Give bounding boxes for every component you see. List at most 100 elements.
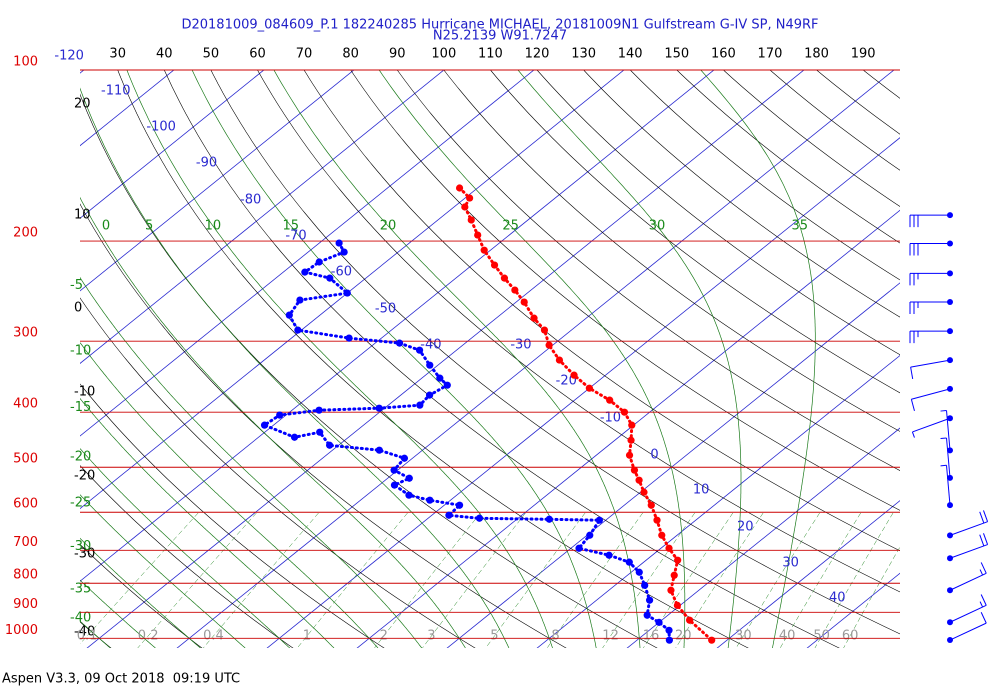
profile-point <box>301 268 309 276</box>
barb-feather <box>979 511 985 524</box>
y-tick-label: 200 <box>13 226 38 241</box>
moist-adiabat-label: 0 <box>102 219 110 234</box>
mixing-ratio-label: 16 <box>643 629 660 644</box>
y-tick-label: 800 <box>13 568 38 583</box>
y-tick-label: 1000 <box>5 623 38 638</box>
dry-adiabat <box>536 70 900 356</box>
mixing-ratio-label: 12 <box>602 629 619 644</box>
chart-subtitle: N25.2139 W91.7247 <box>433 29 567 44</box>
dry-adiabat-label: -10 <box>74 385 95 400</box>
profile-point <box>375 404 383 412</box>
barb-station <box>947 532 953 539</box>
profile-point <box>294 326 302 334</box>
isotherm <box>80 70 85 74</box>
isotherm-label: -70 <box>285 229 306 244</box>
mixing-ratio-line <box>137 512 257 648</box>
mixing-ratio-line <box>374 512 481 648</box>
profile-point <box>665 626 673 634</box>
profile-point <box>606 396 614 404</box>
barb-feather <box>940 410 947 412</box>
isotherm <box>446 282 900 648</box>
moist-adiabat <box>80 620 111 648</box>
profile-point <box>467 216 475 224</box>
mixing-ratio-label: 0.2 <box>138 629 159 644</box>
moist-adiabat <box>80 537 201 648</box>
isotherm-label: 10 <box>693 483 710 498</box>
moist-adiabat-label: 5 <box>145 219 153 234</box>
barb-station <box>947 270 953 277</box>
profile-point <box>315 258 323 266</box>
y-tick-label: 500 <box>13 452 38 467</box>
dry-adiabat-label: 50 <box>203 47 220 62</box>
profile-point <box>530 314 538 322</box>
isotherm-label: -110 <box>101 84 131 99</box>
barb-staff <box>946 437 951 478</box>
profile-point <box>290 433 299 441</box>
barb-staff <box>949 622 987 641</box>
mixing-ratio-label: 8 <box>551 629 559 644</box>
profile-line <box>261 241 671 642</box>
barb-station <box>947 587 953 594</box>
profile-point <box>425 391 434 399</box>
barb-feather <box>980 562 987 574</box>
isotherm <box>356 209 900 648</box>
wind-barb <box>940 464 953 509</box>
dry-adiabat-label: 10 <box>74 208 91 223</box>
profile-point <box>625 558 633 566</box>
barb-staff <box>949 572 987 591</box>
mixing-ratio-line <box>202 512 319 648</box>
mixing-ratio-line <box>296 512 408 648</box>
barb-station <box>947 415 953 422</box>
moist-adiabat-label: -25 <box>70 496 91 511</box>
isotherm-label: 40 <box>829 591 846 606</box>
moist-adiabat-label: -15 <box>70 400 91 415</box>
dry-adiabat <box>163 70 840 648</box>
dry-adiabat <box>80 621 112 648</box>
moist-adiabat <box>273 70 641 648</box>
barb-feather <box>980 612 987 624</box>
barb-feather <box>910 367 914 380</box>
isotherm <box>86 70 805 648</box>
profile-point <box>500 274 509 282</box>
profile-point <box>667 586 675 594</box>
dry-adiabat <box>303 70 900 552</box>
profile-point <box>628 421 636 429</box>
profile-point <box>605 551 613 559</box>
wind-barb <box>947 510 989 539</box>
mixing-ratio-line <box>675 512 764 648</box>
isotherm <box>80 70 715 582</box>
profile-point <box>673 601 682 609</box>
wind-barb <box>909 328 953 344</box>
barb-station <box>947 502 953 509</box>
isotherm <box>80 70 625 510</box>
barb-staff <box>912 417 951 433</box>
diagram-lines <box>80 70 900 648</box>
profile-point <box>400 454 409 462</box>
dry-adiabat-label: 90 <box>389 47 406 62</box>
mixing-ratio-label: 3 <box>427 629 435 644</box>
profile-point <box>708 636 716 644</box>
profile-point <box>436 374 444 382</box>
moist-adiabat-label: 30 <box>649 219 666 234</box>
barb-feather <box>983 510 989 522</box>
mixing-ratio-label: 5 <box>490 629 498 644</box>
profile-point <box>395 339 404 347</box>
isotherm <box>80 70 265 219</box>
dry-adiabat <box>396 70 900 471</box>
barb-station <box>947 637 953 644</box>
profile-point <box>426 361 434 369</box>
moist-adiabat <box>80 448 291 648</box>
isotherm <box>716 500 900 648</box>
dry-adiabat-label: 120 <box>525 47 550 62</box>
profile-point <box>276 411 284 419</box>
wind-barb <box>909 270 953 286</box>
wind-barb <box>911 415 953 438</box>
profile-point <box>416 401 424 409</box>
isotherm-label: -30 <box>510 338 531 353</box>
profile-point <box>670 571 678 579</box>
mixing-ratio-line <box>422 512 526 648</box>
barb-station <box>947 240 953 247</box>
y-tick-label: 700 <box>13 535 38 550</box>
profile-point <box>665 544 673 552</box>
